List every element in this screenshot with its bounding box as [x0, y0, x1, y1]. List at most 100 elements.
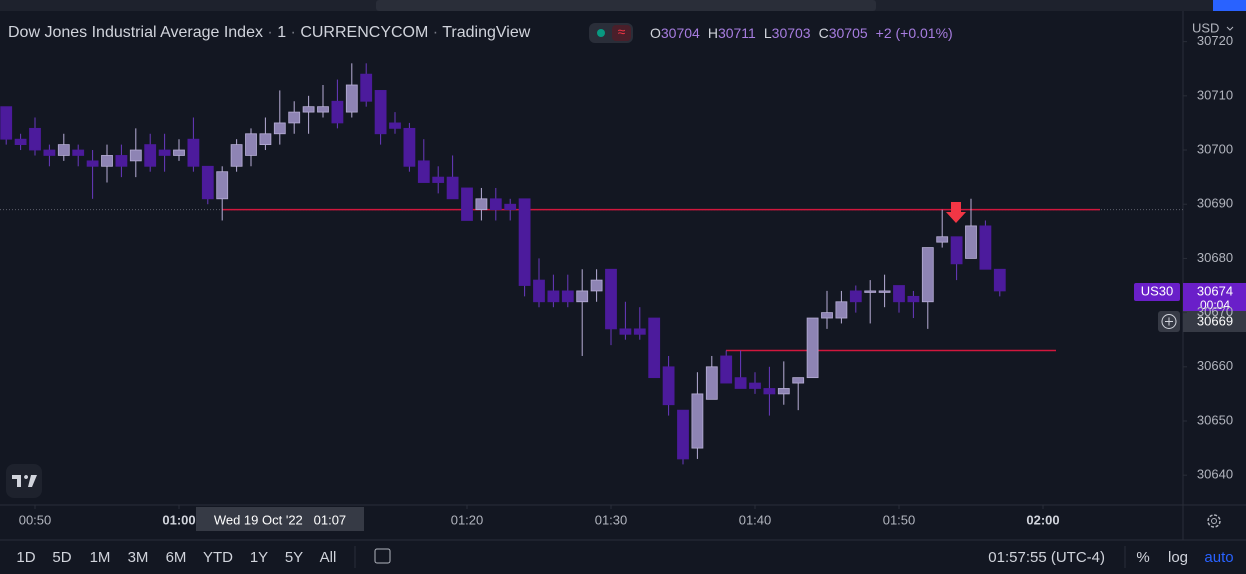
candle-body [835, 301, 848, 319]
toolbar-group [376, 0, 876, 11]
crosshair-price-bg [1183, 311, 1246, 332]
clock: 01:57:55 (UTC-4) [988, 549, 1105, 566]
y-tick-label: 30670 [1197, 304, 1233, 319]
candle-body [691, 393, 704, 449]
candle-body [72, 149, 85, 156]
candle-body [129, 149, 142, 162]
candle-body [965, 225, 977, 259]
range-button[interactable]: 1M [90, 549, 111, 566]
range-button[interactable]: 6M [166, 549, 187, 566]
candle-body [648, 317, 661, 379]
crosshair-price: 30669 [1197, 313, 1233, 328]
candle-body [273, 122, 286, 135]
scale-option[interactable]: auto [1204, 549, 1233, 566]
y-tick-label: 30680 [1197, 250, 1233, 265]
ohlc-value: 30711 [718, 25, 756, 41]
candle-body [547, 290, 560, 303]
range-button[interactable]: All [320, 549, 337, 566]
candle-body [576, 290, 589, 303]
plot [0, 63, 1183, 465]
candle-body [302, 106, 315, 113]
candle-body [86, 160, 99, 167]
last-price: 30674 [1197, 283, 1233, 298]
x-tick-label: 00:50 [19, 512, 52, 527]
scale-option[interactable]: log [1168, 549, 1188, 566]
candle-body [14, 138, 27, 146]
candle-body [792, 377, 805, 384]
candle-body [245, 133, 257, 156]
x-tick-label: 01:50 [883, 512, 916, 527]
y-tick-label: 30710 [1197, 87, 1233, 102]
candle-body [360, 73, 373, 102]
x-tick-label: 01:30 [595, 512, 628, 527]
currency-label[interactable]: USD [1192, 20, 1219, 35]
candle-body [936, 236, 949, 243]
range-button[interactable]: 5Y [285, 549, 303, 566]
ohlc-value: 30705 [829, 25, 868, 41]
candle-body [389, 122, 401, 129]
symbol-tag-bg [1134, 283, 1180, 301]
candle-body [893, 285, 905, 303]
candle-body [173, 149, 185, 156]
last-price-bg [1183, 283, 1246, 312]
range-button[interactable]: 1Y [250, 549, 268, 566]
candle-body [907, 295, 920, 303]
range-button[interactable]: YTD [203, 549, 233, 566]
candle-body [662, 366, 675, 406]
status-dot [597, 29, 605, 37]
symbol-title: Dow Jones Industrial Average Index [8, 24, 263, 41]
bottom-bar: 1D 5D 1M 3M 6M YTD 1Y 5Y All 01:57:55 (UTC-4)% log… [16, 549, 1233, 566]
crosshair-time: Wed 19 Oct '22 01:07 [214, 512, 346, 527]
currency-caret [1226, 26, 1234, 31]
toolbar-button[interactable] [1213, 0, 1246, 11]
candle-body [921, 247, 934, 303]
candle-body [461, 187, 473, 221]
x-tick-label: 01:40 [739, 512, 772, 527]
logo[interactable] [6, 464, 42, 498]
candle-body [677, 409, 689, 460]
ohlc-key: H [708, 25, 718, 41]
range-button[interactable]: 1D [16, 549, 35, 566]
candle-body [993, 268, 1006, 292]
settings-icon[interactable] [1207, 514, 1221, 528]
x-tick-label: 01:20 [451, 512, 484, 527]
candle-body [0, 106, 13, 140]
y-tick-label: 30690 [1197, 196, 1233, 211]
date-range-icon[interactable] [374, 548, 391, 564]
candle-body [806, 317, 819, 379]
candle-body [201, 165, 214, 200]
separator: · [286, 24, 300, 41]
separator: · [428, 24, 442, 41]
countdown: 00:04 [1200, 298, 1230, 312]
add-icon [1161, 314, 1177, 329]
candle-body [533, 279, 545, 303]
y-tick-label: 30720 [1197, 33, 1233, 48]
range-button[interactable]: 5D [52, 549, 71, 566]
range-button[interactable]: 3M [128, 549, 149, 566]
status-icon: ≈ [618, 24, 626, 40]
add-icon-plus [1165, 317, 1173, 326]
crosshair-time-bg [196, 507, 364, 531]
candle-body [216, 171, 229, 200]
candle-body [187, 138, 200, 167]
candle-body [230, 144, 243, 167]
scale-option[interactable]: % [1136, 549, 1149, 566]
candle-body [417, 160, 430, 183]
ohlc-key: C [819, 25, 829, 41]
y-tick-label: 30640 [1197, 467, 1233, 482]
source: CURRENCYCOM [300, 24, 428, 41]
candle-body [101, 155, 113, 167]
candle-body [749, 382, 761, 389]
candle-body [950, 236, 963, 265]
candle-body [446, 176, 459, 200]
candle-body [590, 279, 603, 292]
y-tick-label: 30660 [1197, 358, 1233, 373]
candle-body [144, 144, 157, 167]
candle-body [605, 268, 617, 330]
ohlc-key: O [650, 25, 661, 41]
y-tick-label: 30700 [1197, 141, 1233, 156]
candle-body [489, 198, 502, 211]
separator: · [263, 24, 277, 41]
candle-body [259, 133, 272, 146]
logo-icon [12, 475, 37, 487]
